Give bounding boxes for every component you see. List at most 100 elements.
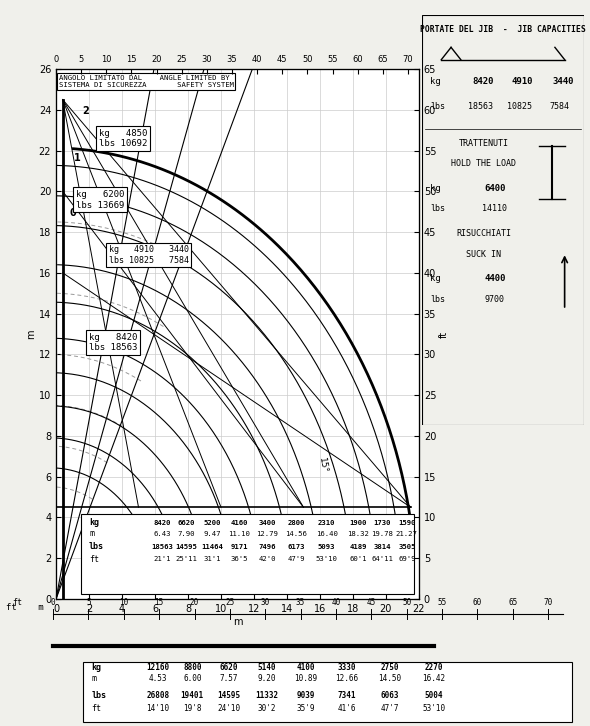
Text: 36'5: 36'5 <box>230 556 248 562</box>
Text: 19401: 19401 <box>181 691 204 700</box>
Text: 25: 25 <box>225 597 234 607</box>
Text: 12.66: 12.66 <box>335 674 358 683</box>
Text: ft    m: ft m <box>6 603 44 612</box>
Text: 9.20: 9.20 <box>257 674 276 683</box>
Text: 6400: 6400 <box>484 184 506 193</box>
Text: 2750: 2750 <box>380 663 399 672</box>
Text: ANGOLO LIMITATO DAL    ANGLE LIMITED BY
SISTEMA DI SICUREZZA       SAFETY SYSTEM: ANGOLO LIMITATO DAL ANGLE LIMITED BY SIS… <box>58 75 234 88</box>
Text: 11464: 11464 <box>201 544 223 550</box>
Text: 64'11: 64'11 <box>371 556 393 562</box>
Text: 7.57: 7.57 <box>219 674 238 683</box>
Text: 35'9: 35'9 <box>296 703 315 713</box>
Text: 21'1: 21'1 <box>153 556 171 562</box>
Text: 19.78: 19.78 <box>371 531 393 537</box>
Text: 9.47: 9.47 <box>204 531 221 537</box>
Text: 42'0: 42'0 <box>258 556 276 562</box>
Text: 20: 20 <box>190 597 199 607</box>
Text: 4.53: 4.53 <box>149 674 168 683</box>
Text: 2270: 2270 <box>425 663 443 672</box>
Text: 5: 5 <box>86 597 91 607</box>
Text: 5093: 5093 <box>318 544 335 550</box>
Text: 9700: 9700 <box>485 295 505 303</box>
Text: RISUCCHIATI: RISUCCHIATI <box>456 229 511 238</box>
Text: 3814: 3814 <box>373 544 391 550</box>
Text: 7584: 7584 <box>550 102 570 111</box>
Text: 11.10: 11.10 <box>228 531 250 537</box>
Text: lbs: lbs <box>430 102 445 111</box>
Text: 19'8: 19'8 <box>183 703 202 713</box>
Text: kg: kg <box>91 663 101 672</box>
Text: PORTATE DEL JIB  -  JIB CAPACITIES: PORTATE DEL JIB - JIB CAPACITIES <box>420 25 586 34</box>
Text: 47'7: 47'7 <box>380 703 399 713</box>
Text: 14110: 14110 <box>483 205 507 213</box>
Text: kg   6200
lbs 13669: kg 6200 lbs 13669 <box>76 190 124 210</box>
Text: 6620: 6620 <box>219 663 238 672</box>
Text: 8420: 8420 <box>473 77 494 86</box>
Text: 41'6: 41'6 <box>337 703 356 713</box>
Text: 18563: 18563 <box>468 102 493 111</box>
Text: 3400: 3400 <box>258 520 276 526</box>
Text: 9171: 9171 <box>230 544 248 550</box>
Text: 14'10: 14'10 <box>147 703 170 713</box>
Text: 50: 50 <box>402 597 411 607</box>
Text: 10825: 10825 <box>507 102 532 111</box>
Text: 8420: 8420 <box>153 520 171 526</box>
Text: 40: 40 <box>332 597 340 607</box>
Text: 65: 65 <box>508 597 517 607</box>
Text: 30: 30 <box>261 597 270 607</box>
Text: 16.40: 16.40 <box>316 531 337 537</box>
Text: 7496: 7496 <box>258 544 276 550</box>
X-axis label: m: m <box>232 616 242 627</box>
Text: 3505: 3505 <box>398 544 415 550</box>
Text: 4910: 4910 <box>512 77 533 86</box>
Text: 47'9: 47'9 <box>287 556 305 562</box>
Text: 21.27: 21.27 <box>396 531 418 537</box>
Text: 69'9: 69'9 <box>398 556 415 562</box>
Text: 1: 1 <box>74 152 81 163</box>
Text: 6.00: 6.00 <box>183 674 202 683</box>
Text: 2: 2 <box>83 106 89 116</box>
Text: 45: 45 <box>366 597 376 607</box>
Text: m: m <box>89 529 94 538</box>
Text: kg   4910   3440
lbs 10825   7584: kg 4910 3440 lbs 10825 7584 <box>109 245 189 264</box>
Y-axis label: m: m <box>26 329 36 339</box>
Text: 24'10: 24'10 <box>217 703 240 713</box>
Text: 7.90: 7.90 <box>178 531 195 537</box>
Text: 5004: 5004 <box>425 691 443 700</box>
Text: 14.50: 14.50 <box>378 674 401 683</box>
Text: 1900: 1900 <box>349 520 367 526</box>
Text: kg: kg <box>430 274 441 283</box>
Text: 30'2: 30'2 <box>257 703 276 713</box>
Text: ft: ft <box>89 555 99 563</box>
Text: 12.79: 12.79 <box>256 531 278 537</box>
Text: lbs: lbs <box>89 542 104 552</box>
Text: kg: kg <box>89 518 99 527</box>
Text: 10.89: 10.89 <box>294 674 317 683</box>
Text: HOLD THE LOAD: HOLD THE LOAD <box>451 159 516 168</box>
Text: 3330: 3330 <box>337 663 356 672</box>
Text: 5200: 5200 <box>204 520 221 526</box>
Text: 15: 15 <box>155 597 164 607</box>
Text: 11332: 11332 <box>255 691 278 700</box>
Text: 6620: 6620 <box>178 520 195 526</box>
Text: 4400: 4400 <box>484 274 506 283</box>
Text: lbs: lbs <box>91 691 106 700</box>
Text: 35: 35 <box>296 597 305 607</box>
Text: 6173: 6173 <box>287 544 305 550</box>
Text: 70: 70 <box>543 597 553 607</box>
Text: 6.43: 6.43 <box>153 531 171 537</box>
Text: 4100: 4100 <box>296 663 315 672</box>
Text: 60: 60 <box>473 597 482 607</box>
Text: 16.42: 16.42 <box>422 674 445 683</box>
Text: m: m <box>91 674 96 683</box>
Text: 8800: 8800 <box>183 663 202 672</box>
Text: 7341: 7341 <box>337 691 356 700</box>
Text: 4160: 4160 <box>230 520 248 526</box>
Bar <box>81 514 414 594</box>
Text: 14595: 14595 <box>217 691 240 700</box>
Text: 18563: 18563 <box>151 544 173 550</box>
Text: 1590: 1590 <box>398 520 415 526</box>
Text: TRATTENUTI: TRATTENUTI <box>458 139 509 148</box>
Text: 0: 0 <box>51 597 55 607</box>
Text: 1730: 1730 <box>373 520 391 526</box>
